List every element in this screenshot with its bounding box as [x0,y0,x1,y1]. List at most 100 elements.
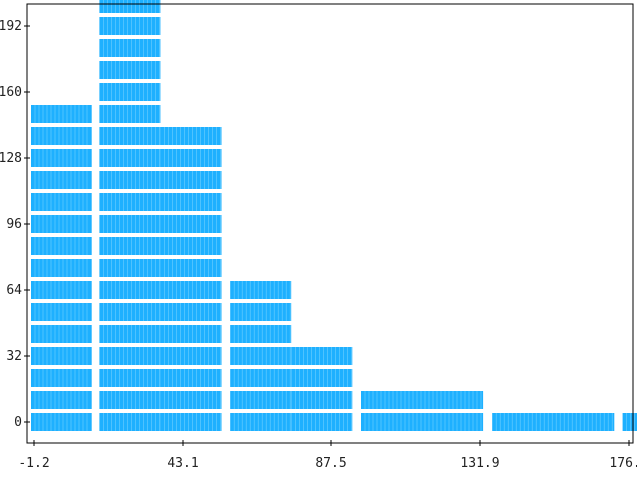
bar-cell-texture [34,237,88,255]
bar-cell-texture [233,325,291,343]
histogram-bar-cell [31,413,92,431]
bar-cell-texture [34,281,88,299]
x-tick-label: 87.5 [315,456,346,471]
histogram-bar-cell [31,171,92,189]
histogram-bar-cell [160,259,222,277]
bars-layer [31,0,637,431]
bar-cell-texture [34,127,88,145]
bar-cell-texture [103,369,160,387]
histogram-bar-cell [99,347,161,365]
bar-cell-texture [103,105,160,123]
histogram-bar-cell [99,39,161,57]
histogram-bar-cell [160,237,222,255]
histogram-bar-cell [230,347,292,365]
histogram-bar-cell [99,259,161,277]
histogram-bar-cell [99,215,161,233]
histogram-bar-cell [160,369,222,387]
bar-cell-texture [164,391,221,409]
histogram-bar-cell [31,347,92,365]
bar-cell-texture [34,303,88,321]
bar-cell-texture [103,193,160,211]
bar-cell-texture [164,259,221,277]
bar-cell-texture [164,171,221,189]
bar-cell-texture [164,193,221,211]
axes-layer: 0 32 64 96 128 160 192 -1.2 43.1 87.5 131.9 176.2 [0,3,637,471]
bar-cell-texture [233,413,291,431]
bar-cell-texture [103,281,160,299]
histogram-bar-cell [31,281,92,299]
bar-cell-texture [103,39,160,57]
bar-cell-texture [364,391,482,409]
histogram-bar-cell [291,413,353,431]
bar-cell-texture [103,237,160,255]
bar-cell-texture [164,127,221,145]
histogram-bar-cell [99,237,161,255]
histogram-bar-cell [31,149,92,167]
histogram-bar-cell [99,17,161,35]
bar-cell-texture [233,281,291,299]
histogram-bar-cell [99,149,161,167]
histogram-bar-cell [361,413,484,431]
histogram-bar-cell [230,369,292,387]
histogram-bar-cell [99,325,161,343]
histogram-bar-cell [160,391,222,409]
bar-cell-texture [164,325,221,343]
histogram-bar-cell [31,391,92,409]
bar-cell-texture [34,105,88,123]
bar-cell-texture [34,149,88,167]
histogram-bar-cell [160,347,222,365]
bar-cell-texture [34,413,88,431]
y-tick-label: 32 [6,349,22,364]
histogram-bar-cell [99,61,161,79]
bar-cell-texture [233,391,291,409]
histogram-bar-cell [160,303,222,321]
histogram-bar-cell [99,171,161,189]
histogram-bar-cell [99,0,161,13]
bar-cell-texture [34,259,88,277]
bar-cell-texture [34,215,88,233]
histogram-bar-cell [31,215,92,233]
bar-cell-texture [294,413,352,431]
bar-cell-texture [294,347,352,365]
histogram-bar-cell [31,303,92,321]
bar-cell-texture [233,303,291,321]
histogram-bar-cell [361,391,484,409]
bar-cell-texture [103,61,160,79]
x-tick-label: 43.1 [167,456,198,471]
histogram-bar-cell [291,391,353,409]
y-tick-label: 64 [6,283,22,298]
histogram-bar-cell [230,303,292,321]
histogram-bar-cell [99,391,161,409]
bar-cell-texture [103,83,160,101]
bar-cell-texture [495,413,613,431]
bar-cell-texture [103,171,160,189]
histogram-bar-cell [99,83,161,101]
bar-cell-texture [34,325,88,343]
y-tick-label: 192 [0,19,22,34]
histogram-bar-cell [99,193,161,211]
bar-cell-texture [294,391,352,409]
histogram-bar-cell [99,281,161,299]
histogram-bar-cell [160,215,222,233]
histogram-bar-cell [31,105,92,123]
bar-cell-texture [34,171,88,189]
histogram-bar-cell [291,347,353,365]
bar-cell-texture [233,369,291,387]
histogram-bar-cell [492,413,615,431]
bar-cell-texture [164,303,221,321]
bar-cell-texture [103,347,160,365]
bar-cell-texture [164,347,221,365]
bar-cell-texture [34,193,88,211]
histogram-bar-cell [99,303,161,321]
histogram-bar-cell [31,193,92,211]
bar-cell-texture [103,413,160,431]
histogram-bar-cell [230,281,292,299]
bar-cell-texture [164,413,221,431]
bar-cell-texture [233,347,291,365]
histogram-bar-cell [230,413,292,431]
histogram-bar-cell [160,127,222,145]
histogram-bar-cell [160,325,222,343]
bar-cell-texture [364,413,482,431]
histogram-bar-cell [31,237,92,255]
